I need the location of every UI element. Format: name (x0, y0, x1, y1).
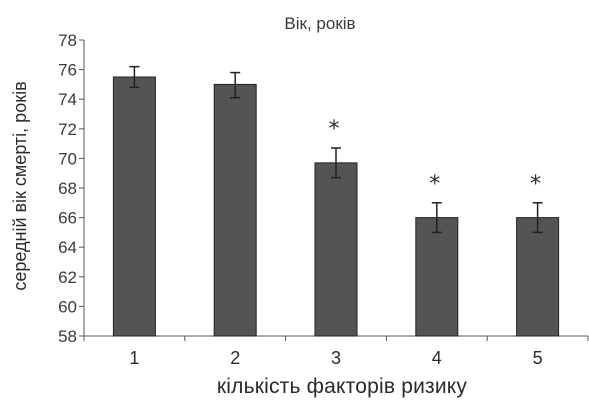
bar (112, 76, 156, 337)
x-axis-label: кількість факторів ризику (217, 375, 468, 398)
x-tick-label: 2 (230, 348, 240, 368)
y-tick-label: 66 (58, 209, 77, 228)
plot-area: 58 60 62 64 66 68 70 72 74 76 78 1 2 3 * 4 * 5 * (58, 31, 589, 368)
bar (213, 83, 257, 337)
y-tick-label: 60 (58, 297, 77, 316)
y-tick-label: 70 (58, 149, 77, 168)
significance-star: * (329, 117, 340, 142)
bar (415, 217, 459, 337)
x-tick-label: 4 (432, 348, 442, 368)
bar (314, 162, 358, 337)
y-tick-label: 74 (58, 90, 77, 109)
y-tick-label: 62 (58, 268, 77, 287)
bar (516, 217, 560, 337)
x-tick-label: 1 (129, 348, 139, 368)
significance-star: * (530, 172, 541, 197)
significance-star: * (429, 172, 440, 197)
y-tick-label: 78 (58, 31, 77, 50)
y-tick-label: 58 (58, 327, 77, 346)
y-tick-label: 72 (58, 120, 77, 139)
y-tick-label: 64 (58, 238, 77, 257)
chart-title: Вік, років (284, 14, 355, 33)
y-tick-label: 68 (58, 179, 77, 198)
x-tick-label: 5 (533, 348, 543, 368)
y-axis-label: середній вік смерті, років (10, 81, 30, 290)
x-tick-label: 3 (331, 348, 341, 368)
y-tick-label: 76 (58, 61, 77, 80)
